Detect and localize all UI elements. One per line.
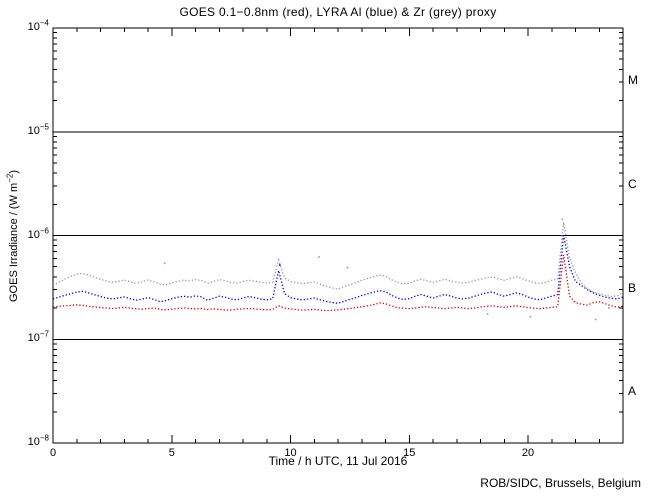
y-axis-title-exponent: −2: [5, 173, 15, 183]
outlier-dot: [594, 318, 597, 321]
outlier-dot: [346, 266, 349, 269]
outlier-dot: [486, 313, 489, 315]
outlier-dot: [529, 315, 532, 318]
outlier-dot: [163, 262, 166, 265]
x-axis-title: Time / h UTC, 11 Jul 2016: [268, 454, 408, 468]
x-tick-label: 0: [49, 447, 57, 459]
series-layer: [53, 218, 623, 321]
flare-class-label-c: C: [628, 177, 637, 191]
y-tick-label: 10−4: [27, 18, 49, 33]
series-lyra-zr-proxy: [53, 221, 623, 298]
y-tick-label: 10−8: [27, 433, 49, 448]
outlier-dot: [608, 307, 610, 309]
series-lyra-al-proxy: [53, 235, 623, 304]
flare-class-label-b: B: [628, 281, 637, 295]
outlier-dot: [279, 264, 281, 266]
x-tick-label: 20: [521, 447, 535, 459]
x-tick-label: 5: [168, 447, 175, 459]
flare-class-label-a: A: [628, 384, 637, 398]
outlier-dot: [561, 218, 564, 221]
y-tick-label: 10−7: [27, 329, 49, 345]
y-tick-label: 10−6: [27, 225, 49, 241]
flare-class-label-m: M: [628, 73, 638, 87]
x-tick-label: 10: [284, 447, 297, 459]
credit-text: ROB/SIDC, Brussels, Belgium: [480, 476, 641, 490]
chart-title: GOES 0.1−0.8nm (red), LYRA Al (blue) & Z…: [179, 5, 497, 19]
plot-frame: [52, 27, 624, 444]
y-tick-label: 10−5: [27, 122, 49, 137]
outlier-dot: [318, 256, 320, 258]
series-goes-0-1-0-8nm: [53, 254, 623, 312]
x-tick-label: 15: [403, 447, 416, 459]
